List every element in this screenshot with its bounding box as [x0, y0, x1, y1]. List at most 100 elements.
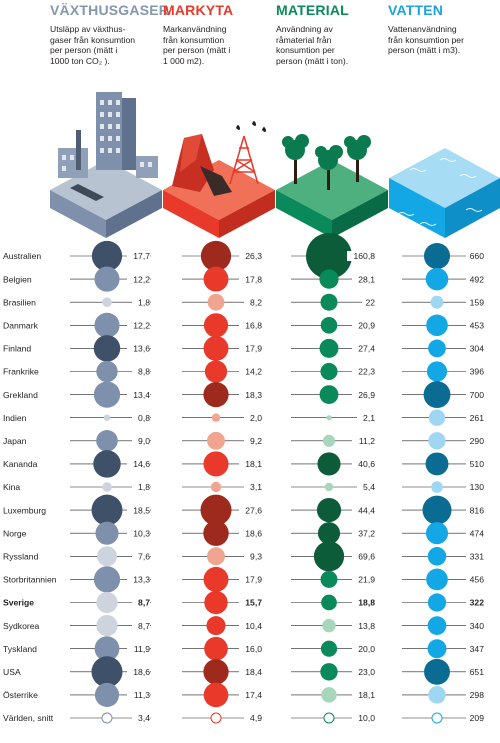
- value-label-bg: [244, 482, 262, 492]
- value-label-bg: [239, 597, 262, 608]
- value-label-bg: [239, 505, 262, 516]
- value-bubble: [426, 568, 448, 591]
- value-label: 396: [470, 367, 485, 377]
- value-label: 23,0: [358, 667, 375, 677]
- value-label: 17,4: [245, 690, 262, 700]
- value-label: 347: [470, 644, 485, 654]
- value-bubble: [96, 430, 118, 452]
- value-label: 28,1: [358, 274, 375, 284]
- value-label: 21,9: [358, 575, 375, 585]
- value-bubble: [210, 712, 222, 724]
- value-bubble: [91, 240, 123, 272]
- value-bubble: [203, 381, 229, 408]
- value-label-bg: [239, 666, 262, 677]
- value-bubble: [206, 616, 226, 636]
- value-label: 22: [365, 297, 375, 307]
- value-bubble: [423, 381, 451, 409]
- value-label-bg: [466, 435, 484, 446]
- value-label: 18,3: [245, 390, 262, 400]
- value-label: 13,4: [133, 390, 150, 400]
- value-label-bg: [357, 412, 375, 423]
- value-label-bg: [352, 666, 375, 677]
- country-label: Tyskland: [3, 644, 37, 654]
- value-bubble: [210, 481, 222, 493]
- value-label: 14,6: [133, 459, 150, 469]
- value-label: 1,8: [138, 482, 150, 492]
- table-row: Danmark 12,2 16,8 20,9 453: [3, 312, 485, 338]
- table-row: Luxemburg 18,5 27,6 44,4 816: [3, 494, 484, 526]
- table-row: Frankrike 8,8 14,2 22,3 396: [3, 360, 485, 383]
- value-label: 2,0: [250, 413, 262, 423]
- table-row: Kina 1,8 3,1 5,4 130: [3, 481, 484, 493]
- value-label-bg: [239, 251, 262, 261]
- value-bubble: [204, 590, 228, 615]
- value-bubble: [321, 594, 337, 611]
- value-bubble: [211, 413, 221, 422]
- value-label: 18,6: [245, 528, 262, 538]
- value-bubble: [94, 636, 120, 662]
- value-label: 160,8: [353, 251, 375, 261]
- value-label: 8,7: [138, 621, 150, 631]
- value-bubble: [426, 361, 448, 382]
- value-bubble: [203, 313, 229, 338]
- value-bubble: [427, 616, 447, 635]
- value-label: 1,8: [138, 297, 150, 307]
- value-label: 7,6: [138, 552, 150, 562]
- value-label-bg: [466, 713, 484, 723]
- value-bubble: [102, 297, 112, 308]
- value-label-bg: [132, 597, 150, 608]
- header-desc: Markanvändning från konsumtion per perso…: [163, 24, 231, 66]
- value-label-bg: [466, 297, 484, 308]
- value-label: 510: [470, 459, 485, 469]
- header-material: MATERIAL Användning av råmaterial från k…: [276, 2, 388, 66]
- value-label-bg: [127, 505, 150, 516]
- value-bubble: [319, 338, 339, 358]
- value-label: 27,6: [245, 505, 262, 515]
- value-label-bg: [352, 689, 375, 700]
- value-bubble: [320, 293, 338, 311]
- value-label: 13,6: [133, 344, 150, 354]
- value-label: 9,2: [250, 436, 262, 446]
- value-label: 660: [470, 251, 485, 261]
- value-bubble: [322, 434, 336, 447]
- country-label: Österrike: [3, 690, 38, 700]
- value-label: 18,8: [358, 598, 375, 608]
- value-bubble: [427, 639, 447, 659]
- table-row: Sverige 8,7 15,7 18,8 322: [3, 590, 484, 615]
- value-bubble: [203, 266, 229, 292]
- value-label: 18,5: [133, 505, 150, 515]
- value-label: 456: [470, 575, 485, 585]
- value-bubble: [320, 317, 338, 334]
- value-bubble: [316, 498, 342, 523]
- table-row: Kananda 14,6 18,1 40,6 510: [3, 450, 485, 478]
- value-label: 3,1: [250, 482, 262, 492]
- value-label-bg: [352, 320, 375, 331]
- table-row: Brasilien 1,8 8,2 22 159: [3, 293, 484, 311]
- value-bubble: [204, 360, 228, 383]
- country-label: Kananda: [3, 459, 38, 469]
- value-label-bg: [127, 389, 150, 400]
- value-label-bg: [352, 458, 375, 469]
- country-label: Grekland: [3, 390, 38, 400]
- country-label: Indien: [3, 413, 27, 423]
- value-label: 13,3: [133, 575, 150, 585]
- table-row: Indien 0,8 2,0 2,1 261: [3, 409, 485, 426]
- value-label: 16,8: [245, 321, 262, 331]
- country-label: Sverige: [3, 598, 34, 608]
- country-label: USA: [3, 667, 21, 677]
- country-label: Sydkorea: [3, 621, 40, 631]
- header-title: MARKYTA: [163, 2, 234, 18]
- value-bubble: [319, 269, 339, 289]
- value-label-bg: [127, 666, 150, 677]
- value-bubble: [424, 658, 450, 685]
- value-label: 11,9: [134, 644, 150, 654]
- value-label: 11,2: [359, 436, 375, 446]
- value-label: 304: [470, 344, 485, 354]
- value-label: 18,1: [358, 690, 375, 700]
- value-label: 3,4: [138, 713, 150, 723]
- value-label-bg: [466, 666, 484, 677]
- value-label: 261: [470, 413, 485, 423]
- value-label-bg: [239, 528, 262, 539]
- value-label: 453: [470, 321, 485, 331]
